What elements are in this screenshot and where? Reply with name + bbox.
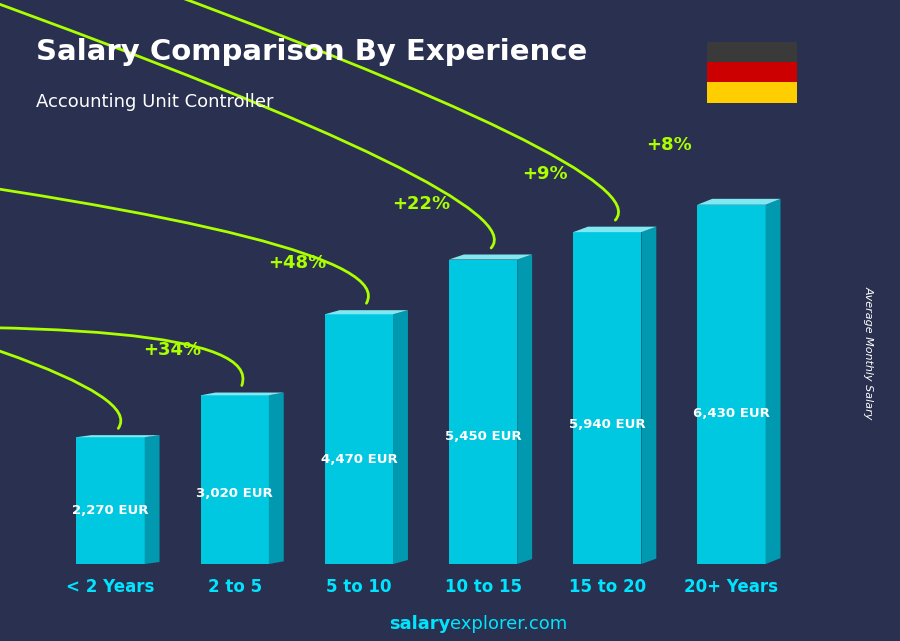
- Polygon shape: [393, 310, 408, 564]
- Polygon shape: [325, 310, 408, 314]
- Text: explorer.com: explorer.com: [450, 615, 567, 633]
- Text: Average Monthly Salary: Average Monthly Salary: [863, 286, 874, 419]
- Polygon shape: [76, 435, 159, 437]
- Polygon shape: [201, 392, 284, 395]
- Text: 5,450 EUR: 5,450 EUR: [445, 429, 521, 443]
- Text: +8%: +8%: [646, 136, 692, 154]
- Bar: [706, 82, 796, 103]
- Text: +9%: +9%: [522, 165, 568, 183]
- Bar: [706, 62, 796, 82]
- Bar: [706, 42, 796, 62]
- Polygon shape: [201, 395, 269, 564]
- Polygon shape: [449, 254, 532, 260]
- Polygon shape: [573, 232, 642, 564]
- Text: 5,940 EUR: 5,940 EUR: [569, 418, 645, 431]
- Text: 2,270 EUR: 2,270 EUR: [72, 504, 148, 517]
- Text: salary: salary: [389, 615, 450, 633]
- Polygon shape: [573, 227, 656, 232]
- Polygon shape: [325, 314, 393, 564]
- Text: +22%: +22%: [392, 195, 450, 213]
- Polygon shape: [698, 204, 766, 564]
- Text: +48%: +48%: [267, 254, 326, 272]
- Polygon shape: [269, 392, 284, 564]
- Polygon shape: [449, 260, 518, 564]
- Polygon shape: [642, 227, 656, 564]
- Text: 3,020 EUR: 3,020 EUR: [196, 487, 273, 500]
- Text: 4,470 EUR: 4,470 EUR: [320, 453, 397, 465]
- Polygon shape: [766, 199, 780, 564]
- Polygon shape: [76, 437, 145, 564]
- Text: Salary Comparison By Experience: Salary Comparison By Experience: [36, 38, 587, 67]
- Text: +34%: +34%: [143, 342, 202, 360]
- Polygon shape: [698, 199, 780, 204]
- Polygon shape: [518, 254, 532, 564]
- Text: Accounting Unit Controller: Accounting Unit Controller: [36, 93, 274, 111]
- Text: 6,430 EUR: 6,430 EUR: [693, 406, 770, 420]
- Polygon shape: [145, 435, 159, 564]
